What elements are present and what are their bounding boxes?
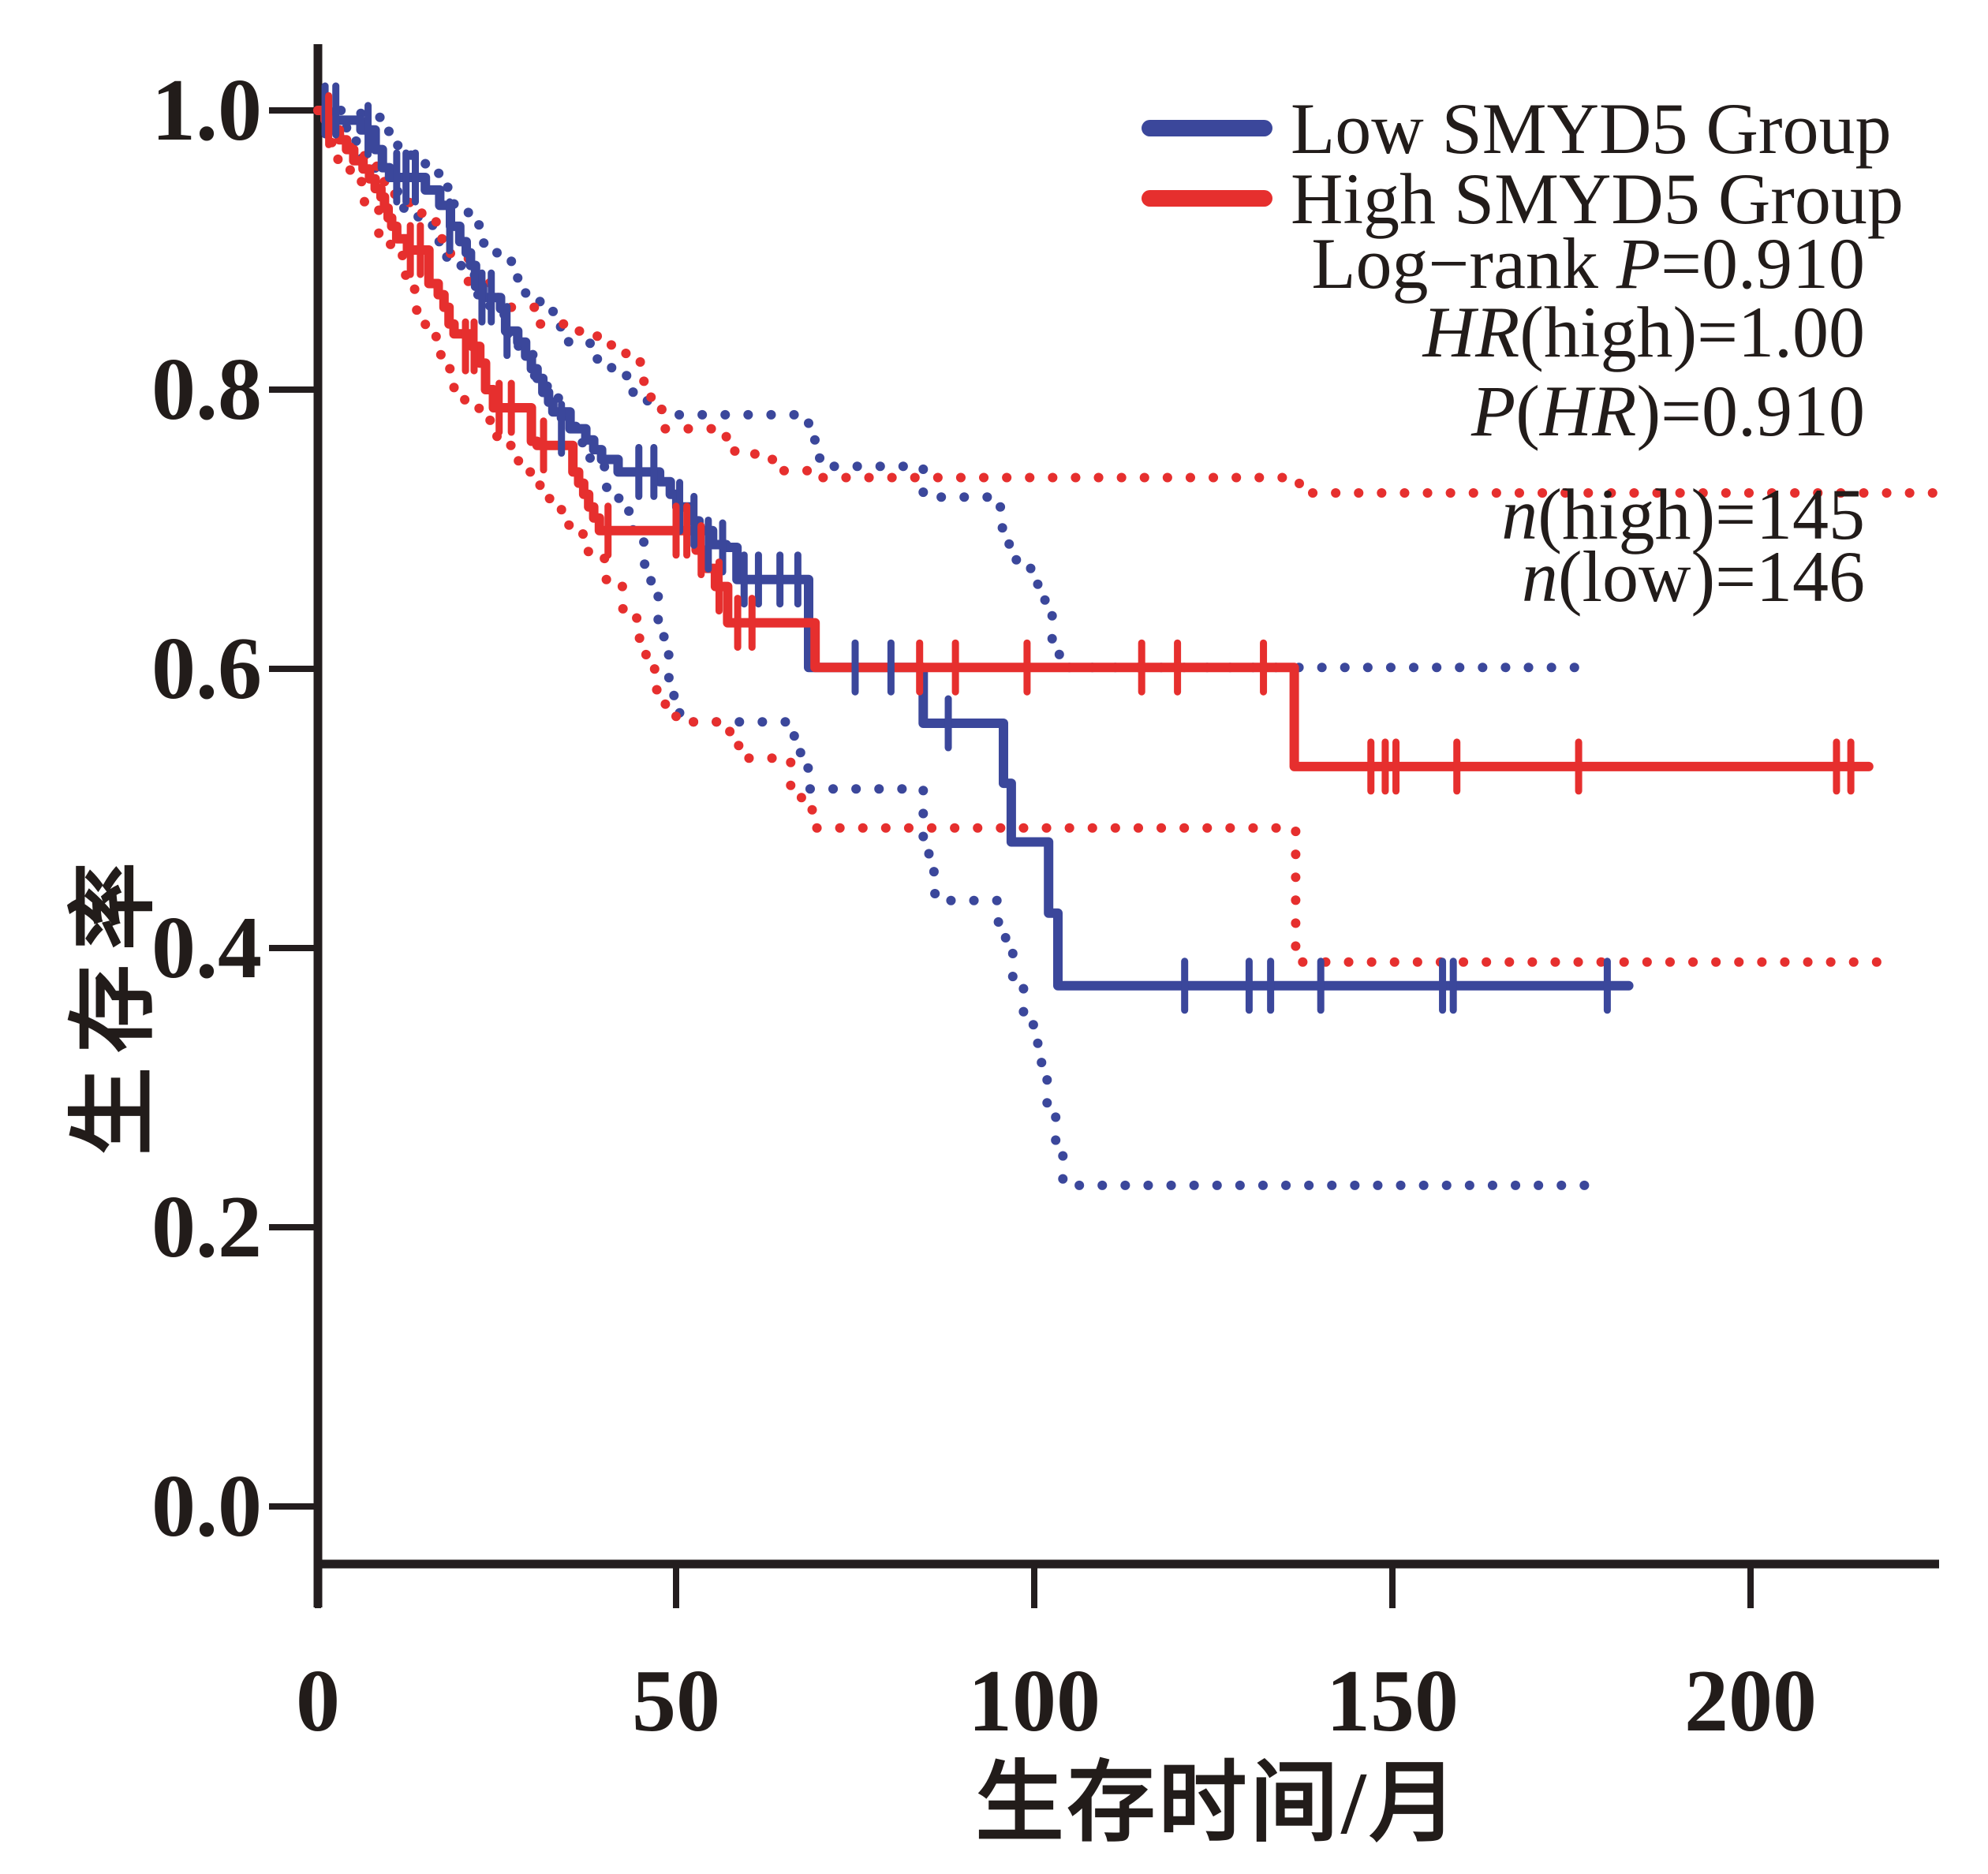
x-axis-title: 生存时间/月 — [975, 1755, 1461, 1853]
y-tick-label: 0.6 — [151, 620, 262, 718]
stat-p-hr: P(HR)=0.910 — [1470, 371, 1865, 451]
x-tick-label: 200 — [1684, 1652, 1817, 1750]
km-curve-blue — [313, 106, 1634, 991]
x-tick-label: 0 — [296, 1652, 340, 1750]
x-tick-label: 100 — [968, 1652, 1100, 1750]
legend-swatch-low-group — [1142, 120, 1272, 136]
km-curve-red — [313, 106, 1874, 771]
stat-logrank-p: Log−rank P=0.910 — [1311, 223, 1865, 304]
y-tick-label: 1.0 — [151, 62, 262, 159]
legend-label-low-group: Low SMYD5 Group — [1291, 88, 1892, 169]
x-tick-label: 150 — [1326, 1652, 1459, 1750]
y-tick-label: 0.8 — [151, 341, 262, 439]
stat-n-high: n(high)=145 — [1501, 474, 1865, 554]
x-tick-label: 50 — [632, 1652, 720, 1750]
ci-low-smyd5-group-95-ci-upper — [313, 106, 1598, 673]
y-tick-label: 0.0 — [151, 1458, 262, 1555]
y-tick-label: 0.2 — [151, 1178, 262, 1276]
ci-low-smyd5-group-95-ci-lower — [313, 106, 1598, 1190]
stat-hr-high: HR(high)=1.00 — [1422, 292, 1865, 372]
stat-n-low: n(low)=146 — [1521, 536, 1865, 617]
ci-high-smyd5-group-95-ci-lower — [313, 106, 1899, 967]
y-tick-label: 0.4 — [151, 899, 262, 997]
legend-label-high-group: High SMYD5 Group — [1291, 159, 1904, 239]
legend-swatch-high-group — [1142, 190, 1272, 207]
